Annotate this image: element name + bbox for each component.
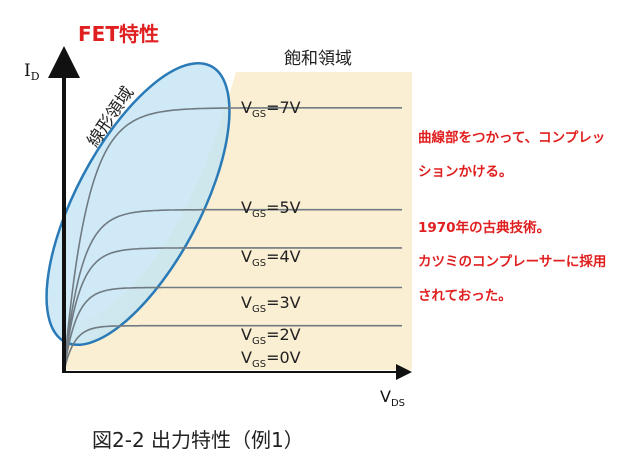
y-axis-label: ID <box>24 61 40 83</box>
x-axis-label: VDS <box>380 387 405 409</box>
vgs-label-2: VGS=4V <box>241 247 301 269</box>
note-line-1: 曲線部をつかって、コンプレッ <box>418 130 606 146</box>
vgs-label-0: VGS=7V <box>241 98 301 120</box>
curve-group <box>63 107 402 372</box>
vgs-label-5: VGS=0V <box>241 348 301 370</box>
vgs-curve-0 <box>63 107 402 372</box>
vgs-curve-2 <box>63 247 402 372</box>
figure-caption: 図2-2 出力特性（例1） <box>92 428 304 452</box>
vgs-curve-4 <box>63 324 402 372</box>
saturation-region-label: 飽和領域 <box>284 49 352 69</box>
note-line-5: されておった。 <box>418 288 512 304</box>
note-line-2: ションかける。 <box>418 164 513 180</box>
chart-title: FET特性 <box>78 22 159 46</box>
vgs-label-3: VGS=3V <box>241 293 301 315</box>
vgs-curve-3 <box>63 286 402 372</box>
vgs-label-4: VGS=2V <box>241 325 301 347</box>
vgs-curve-1 <box>63 208 402 372</box>
note-line-4: カツミのコンプレーサーに採用 <box>418 254 607 270</box>
vgs-label-1: VGS=5V <box>241 198 301 220</box>
note-line-3: 1970年の古典技術。 <box>418 220 551 236</box>
